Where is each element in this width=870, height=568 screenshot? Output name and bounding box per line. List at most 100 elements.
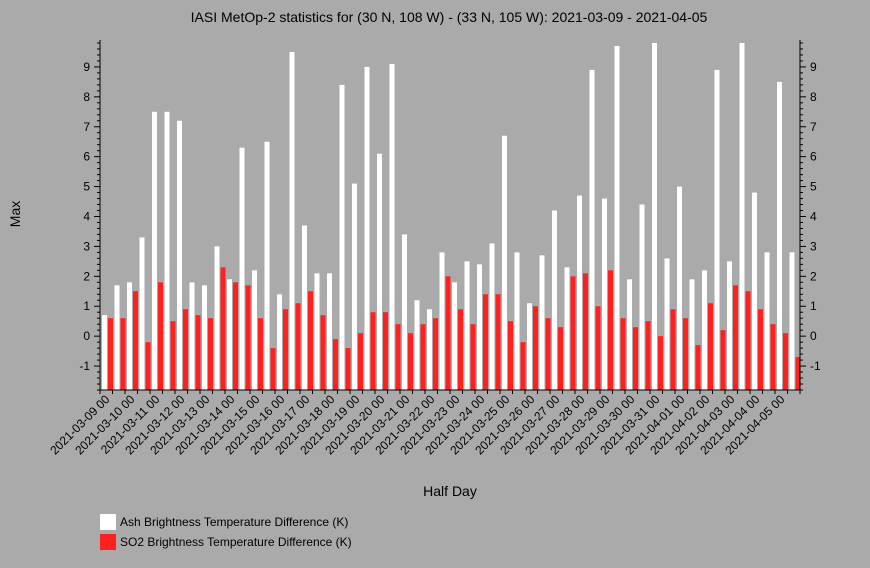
- bar-so2: [420, 324, 426, 390]
- y-tick-label-left: 8: [83, 90, 90, 104]
- y-tick-label-left: 6: [83, 150, 90, 164]
- bar-so2: [458, 309, 463, 390]
- bar-so2: [133, 291, 138, 390]
- bar-ash: [239, 147, 245, 390]
- bar-ash: [477, 264, 482, 390]
- bar-so2: [570, 276, 576, 390]
- legend: Ash Brightness Temperature Difference (K…: [100, 512, 352, 552]
- bar-ash: [414, 300, 420, 390]
- bar-ash: [289, 51, 295, 390]
- bar-ash: [327, 273, 332, 390]
- bar-ash: [389, 63, 395, 391]
- bar-ash: [127, 282, 132, 390]
- bar-so2: [445, 276, 451, 390]
- bar-ash: [352, 183, 357, 390]
- bar-so2: [370, 312, 376, 390]
- y-tick-label-right: -1: [810, 359, 821, 373]
- x-axis-label: Half Day: [423, 483, 477, 499]
- bar-ash: [377, 153, 382, 390]
- bar-so2: [283, 309, 288, 390]
- bar-ash: [452, 282, 457, 390]
- bar-ash: [789, 252, 795, 390]
- bar-ash: [664, 258, 670, 390]
- bar-so2: [408, 333, 413, 390]
- y-tick-label-right: 4: [810, 209, 817, 223]
- legend-swatch-ash: [100, 514, 116, 530]
- bar-so2: [158, 282, 163, 390]
- bar-so2: [520, 342, 526, 390]
- bar-ash: [277, 294, 282, 390]
- bar-so2: [308, 291, 313, 390]
- legend-label-so2: SO2 Brightness Temperature Difference (K…: [120, 535, 352, 549]
- bar-so2: [483, 294, 488, 390]
- bar-so2: [758, 309, 763, 390]
- bar-ash: [177, 120, 182, 391]
- bar-ash: [652, 42, 657, 391]
- bar-ash: [689, 279, 695, 390]
- bar-so2: [558, 327, 563, 390]
- y-tick-label-left: 9: [83, 60, 90, 74]
- bar-ash: [402, 234, 407, 390]
- bar-ash: [564, 267, 570, 390]
- y-tick-label-right: 3: [810, 239, 817, 253]
- bar-so2: [145, 342, 151, 390]
- y-axis-label: Max: [7, 201, 23, 227]
- bar-ash: [439, 252, 445, 390]
- bar-so2: [233, 282, 238, 390]
- bar-so2: [395, 324, 401, 390]
- bar-ash: [764, 252, 770, 390]
- bar-so2: [508, 321, 513, 390]
- bar-so2: [608, 270, 613, 390]
- bar-ash: [639, 204, 645, 390]
- legend-item-so2: SO2 Brightness Temperature Difference (K…: [100, 532, 352, 552]
- bar-so2: [320, 315, 326, 390]
- bar-ash: [464, 261, 470, 390]
- bar-ash: [202, 285, 207, 390]
- bar-ash: [614, 45, 620, 390]
- bar-so2: [208, 318, 213, 390]
- bar-ash: [139, 237, 145, 390]
- bar-so2: [383, 312, 388, 390]
- bar-ash: [164, 111, 170, 390]
- bar-ash: [714, 69, 720, 390]
- bar-so2: [645, 321, 651, 390]
- bar-ash: [152, 111, 157, 390]
- chart-title: IASI MetOp-2 statistics for (30 N, 108 W…: [191, 9, 708, 25]
- bar-so2: [670, 309, 676, 390]
- bar-ash: [364, 66, 370, 391]
- bar-so2: [770, 324, 776, 390]
- bar-so2: [595, 306, 601, 390]
- bar-so2: [358, 333, 363, 390]
- bar-ash: [739, 42, 745, 391]
- bar-ash: [502, 135, 507, 390]
- bar-so2: [245, 285, 251, 390]
- bar-so2: [295, 303, 301, 390]
- y-tick-label-left: 7: [83, 120, 90, 134]
- bar-so2: [108, 318, 113, 390]
- bar-so2: [620, 318, 626, 390]
- bar-ash: [514, 252, 520, 390]
- bar-so2: [533, 306, 538, 390]
- y-tick-label-right: 7: [810, 120, 817, 134]
- bar-so2: [633, 327, 638, 390]
- y-tick-label-right: 1: [810, 299, 817, 313]
- bar-ash: [627, 279, 632, 390]
- bar-so2: [683, 318, 688, 390]
- bar-so2: [345, 348, 351, 390]
- bars-group: [102, 42, 801, 391]
- bar-ash: [264, 141, 270, 390]
- bar-ash: [552, 210, 557, 390]
- bar-so2: [783, 333, 788, 390]
- y-tick-label-left: 3: [83, 239, 90, 253]
- bar-ash: [589, 69, 595, 390]
- legend-item-ash: Ash Brightness Temperature Difference (K…: [100, 512, 352, 532]
- bar-so2: [220, 267, 226, 390]
- y-tick-label-left: 0: [83, 329, 90, 343]
- bar-so2: [170, 321, 176, 390]
- bar-ash: [302, 225, 307, 390]
- bar-ash: [539, 255, 545, 390]
- bar-so2: [795, 357, 801, 390]
